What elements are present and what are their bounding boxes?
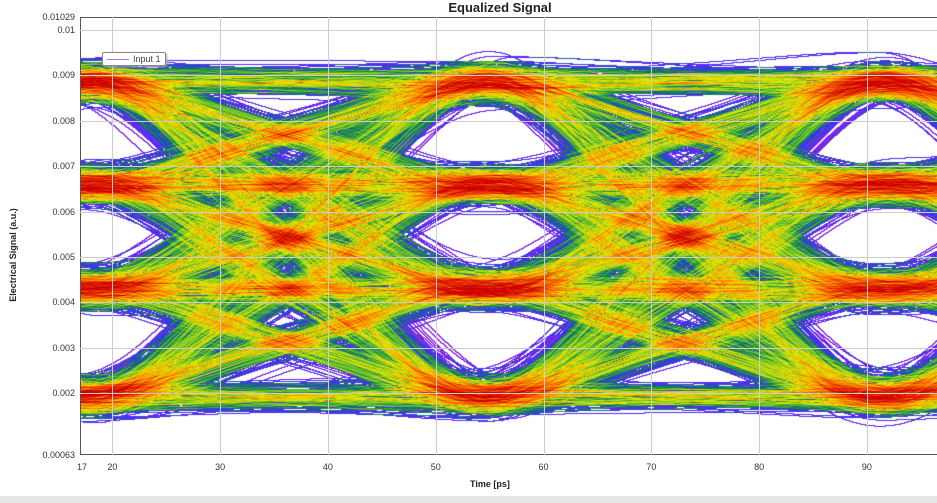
x-axis-label: Time [ps] (470, 479, 510, 489)
x-tick-label: 30 (215, 462, 226, 472)
x-tick-label: 50 (430, 462, 441, 472)
y-tick-label: 0.006 (52, 206, 75, 217)
x-gridline (759, 17, 761, 455)
x-tick-label: 70 (646, 462, 657, 472)
x-tick-label: 80 (754, 462, 765, 472)
y-gridline (80, 302, 937, 304)
x-gridline (866, 17, 868, 455)
y-tick-label: 0.01029 (42, 12, 75, 22)
y-gridline (80, 120, 937, 122)
plot-area (80, 17, 937, 455)
legend-entry-input-1: Input 1 (133, 54, 161, 64)
x-tick-label: 60 (538, 462, 549, 472)
y-gridline (80, 75, 937, 77)
y-tick-label: 0.007 (52, 161, 75, 172)
y-axis-label: Electrical Signal (a.u.) (8, 208, 18, 302)
y-tick-label: 0.003 (52, 342, 75, 353)
x-gridline (651, 17, 653, 455)
x-gridline (220, 17, 222, 455)
chart-title: Equalized Signal (448, 0, 552, 15)
y-tick-label: 0.00063 (42, 450, 75, 460)
y-tick-label: 0.01 (57, 25, 75, 36)
x-gridline (543, 17, 545, 455)
x-tick-label: 20 (107, 462, 118, 472)
y-gridline (80, 30, 937, 32)
y-gridline (80, 211, 937, 213)
y-tick-label: 0.004 (52, 297, 75, 308)
y-tick-label: 0.005 (52, 251, 75, 262)
legend-swatch (107, 58, 129, 60)
x-gridline (435, 17, 437, 455)
status-bar (0, 496, 937, 503)
x-tick-label: 17 (76, 462, 88, 472)
y-gridline (80, 347, 937, 349)
y-gridline (80, 256, 937, 258)
x-gridline (112, 17, 114, 455)
y-tick-label: 0.002 (52, 387, 75, 398)
x-gridline (327, 17, 329, 455)
x-tick-label: 40 (322, 462, 333, 472)
y-tick-label: 0.009 (52, 70, 75, 81)
x-tick-label: 90 (861, 462, 872, 472)
eye-diagram-density (81, 18, 937, 454)
y-gridline (80, 166, 937, 168)
y-tick-label: 0.008 (52, 115, 75, 126)
y-gridline (80, 392, 937, 394)
legend[interactable]: Input 1 (102, 52, 166, 66)
